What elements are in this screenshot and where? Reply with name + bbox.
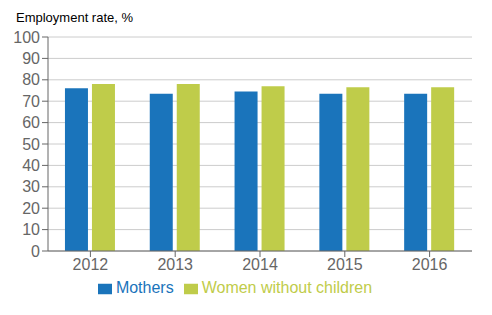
html-text:Employment rate, %: Employment rate, % — [16, 10, 133, 25]
svg-text:60: 60 — [22, 114, 40, 131]
html-text:Women without children: Women without children — [201, 279, 373, 296]
svg-text:2016: 2016 — [412, 256, 448, 273]
svg-text:2012: 2012 — [73, 256, 109, 273]
html-text:Mothers: Mothers — [115, 279, 174, 296]
svg-text:10: 10 — [22, 221, 40, 238]
svg-text:50: 50 — [22, 136, 40, 153]
svg-text:90: 90 — [22, 50, 40, 67]
svg-text:2014: 2014 — [242, 256, 278, 273]
svg-text:100: 100 — [13, 29, 40, 46]
svg-text:20: 20 — [22, 200, 40, 217]
svg-text:40: 40 — [22, 157, 40, 174]
svg-text:0: 0 — [31, 243, 40, 260]
svg-text:70: 70 — [22, 93, 40, 110]
svg-text:2013: 2013 — [157, 256, 193, 273]
svg-text:2015: 2015 — [327, 256, 363, 273]
svg-text:80: 80 — [22, 71, 40, 88]
svg-text:30: 30 — [22, 178, 40, 195]
